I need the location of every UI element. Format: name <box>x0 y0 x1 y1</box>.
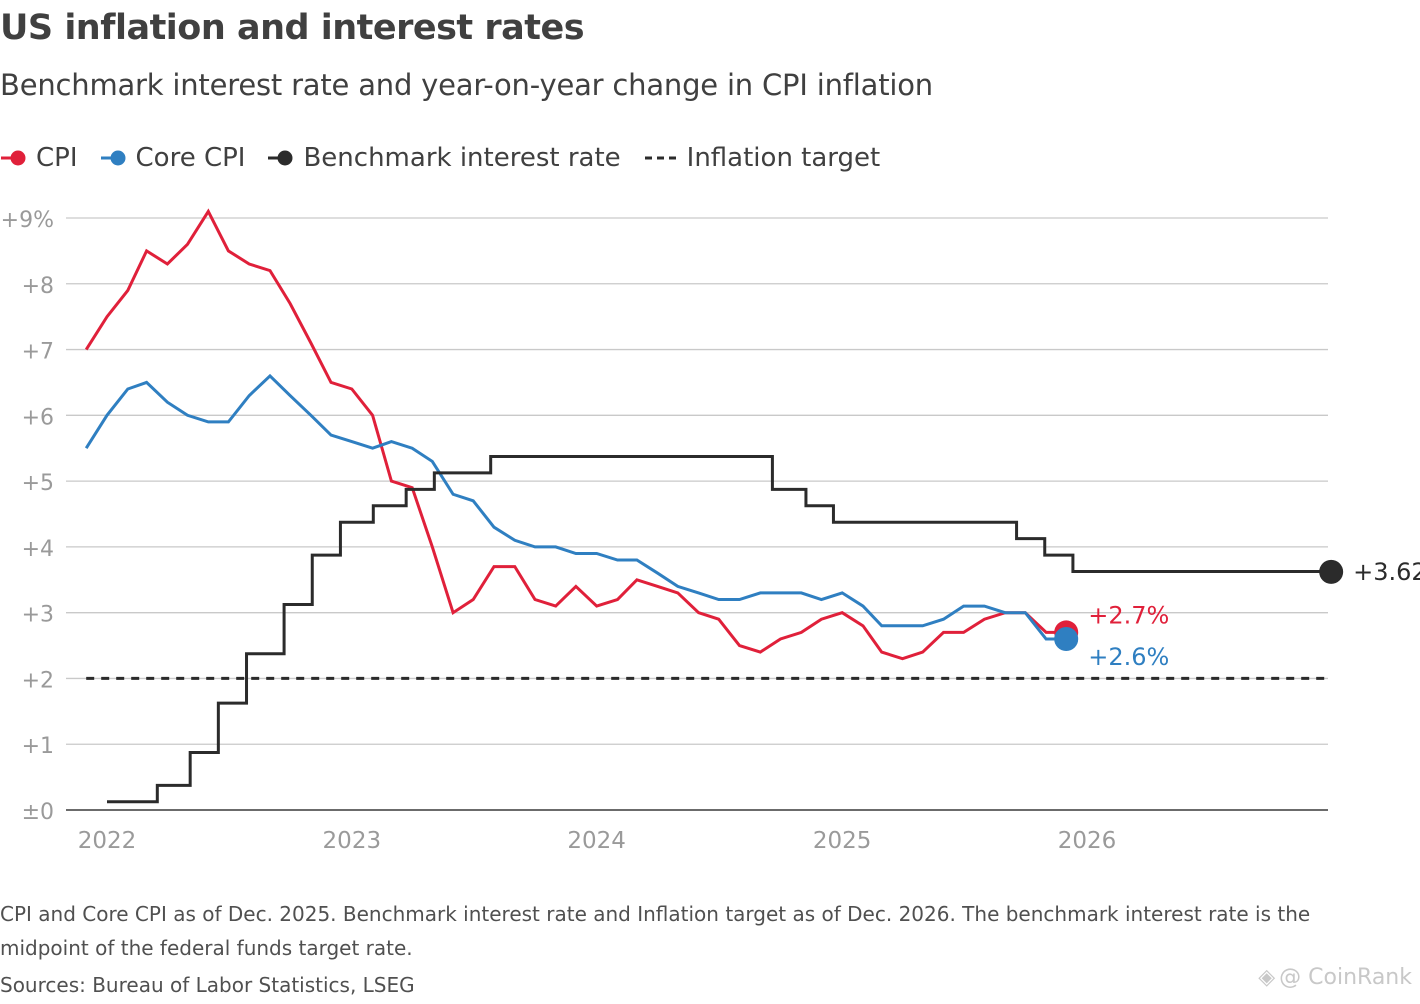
y-tick-label: +6 <box>22 405 54 430</box>
legend-item-cpi: CPI <box>0 143 78 173</box>
y-tick-label: ±0 <box>22 800 54 825</box>
coinrank-logo-icon: ◈ <box>1258 965 1276 990</box>
legend-item-benchmark-rate: Benchmark interest rate <box>267 143 621 173</box>
line-chart: +9% +8 +7 +6 +5 +4 +3 +2 +1 ±0 2022 2023 2024 2025 202… <box>1 208 1420 854</box>
end-label-cpi: +2.7% <box>1088 601 1169 629</box>
x-tick-label: 2024 <box>567 828 626 854</box>
x-tick-label: 2023 <box>323 828 382 854</box>
series-line-core-cpi <box>84 373 1067 641</box>
legend-dash-icon <box>644 156 677 160</box>
y-tick-label: +1 <box>22 734 54 759</box>
y-tick-label: +4 <box>22 537 54 562</box>
legend: CPI Core CPI Benchmark interest rate Inf… <box>0 140 902 176</box>
end-point-core-cpi <box>1054 626 1079 651</box>
y-tick-label: +7 <box>22 340 54 365</box>
x-tick-label: 2025 <box>813 828 872 854</box>
legend-item-core-cpi: Core CPI <box>100 143 246 173</box>
legend-label-benchmark-rate: Benchmark interest rate <box>303 143 621 173</box>
footnote: CPI and Core CPI as of Dec. 2025. Benchm… <box>0 902 1311 960</box>
y-tick-label: +2 <box>22 668 54 693</box>
legend-label-core-cpi: Core CPI <box>135 143 246 173</box>
series-line-cpi <box>84 208 1067 661</box>
legend-dot-icon <box>268 150 293 166</box>
legend-dot-icon <box>1 150 26 166</box>
watermark: ◈ @ CoinRank <box>1258 965 1412 990</box>
watermark-text: @ CoinRank <box>1279 965 1412 990</box>
legend-item-inflation-target: Inflation target <box>643 143 881 173</box>
y-tick-label: +3 <box>22 603 54 628</box>
series-line-benchmark-interest-rate <box>107 454 1333 804</box>
legend-dot-icon <box>100 150 126 166</box>
sources-note: Sources: Bureau of Labor Statistics, LSE… <box>0 973 415 997</box>
x-tick-label: 2026 <box>1058 828 1117 854</box>
end-label-benchmark-interest-rate: +3.62% <box>1353 558 1420 586</box>
end-point-benchmark-interest-rate <box>1319 559 1344 584</box>
y-tick-label: +8 <box>22 274 54 299</box>
chart-subtitle: Benchmark interest rate and year-on-year… <box>0 68 933 102</box>
legend-label-inflation-target: Inflation target <box>686 143 881 173</box>
end-label-core-cpi: +2.6% <box>1088 643 1169 671</box>
chart-title: US inflation and interest rates <box>0 8 585 48</box>
y-tick-label: +5 <box>22 471 54 496</box>
y-tick-label: +9% <box>1 208 54 233</box>
x-tick-label: 2022 <box>78 828 137 854</box>
legend-label-cpi: CPI <box>36 143 78 173</box>
